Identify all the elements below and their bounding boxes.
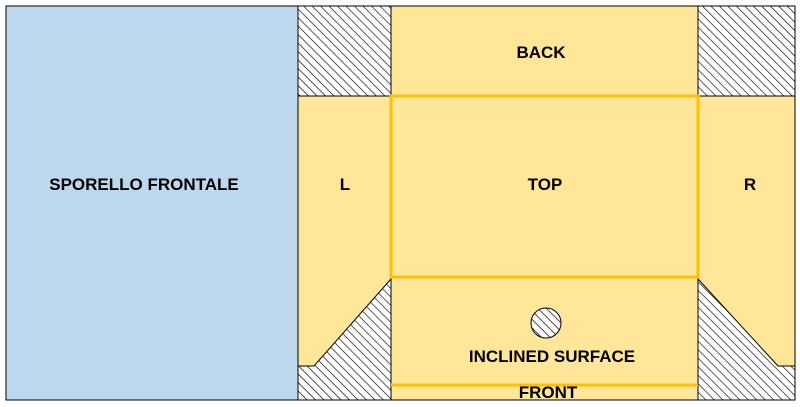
inclined-surface-label: INCLINED SURFACE <box>469 347 635 366</box>
hatched-corner-top-left <box>297 5 392 97</box>
front-door-panel <box>5 5 299 401</box>
front-label: FRONT <box>519 383 578 402</box>
hole-circle <box>530 307 562 339</box>
hatched-corner-top-right <box>697 5 796 97</box>
left-label: L <box>340 175 350 194</box>
back-label: BACK <box>516 43 566 62</box>
top-label: TOP <box>528 175 563 194</box>
front-door-label: SPORELLO FRONTALE <box>49 175 239 194</box>
top-panel-outline <box>389 94 700 279</box>
right-label: R <box>744 175 756 194</box>
